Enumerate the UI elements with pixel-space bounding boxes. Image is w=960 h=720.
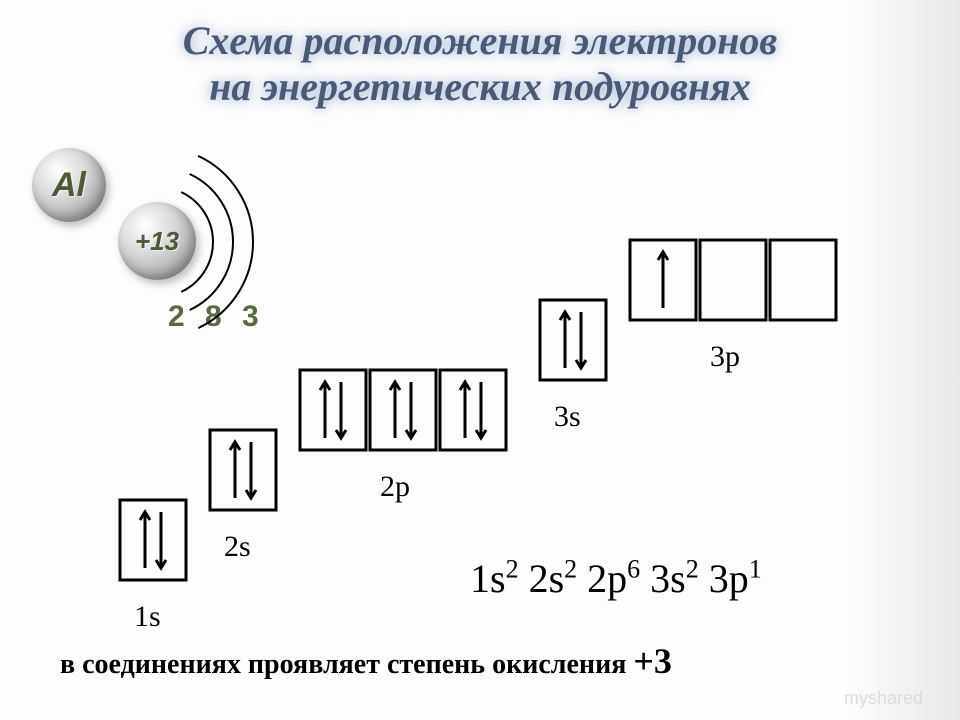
watermark: myshared xyxy=(844,688,923,709)
config-term: 1s2 xyxy=(470,556,519,601)
oxidation-state-note: в соединениях проявляет степень окислени… xyxy=(60,640,672,682)
config-term: 3s2 xyxy=(650,556,699,601)
orbital-label-3p: 3p xyxy=(710,340,740,374)
oxidation-note-prefix: в соединениях проявляет степень окислени… xyxy=(60,649,633,680)
electron-configuration: 1s2 2s2 2p6 3s2 3p1 xyxy=(470,555,762,602)
orbital-label-1s: 1s xyxy=(134,600,161,634)
orbital-label-2p: 2p xyxy=(380,470,410,504)
orbital-label-3s: 3s xyxy=(554,400,581,434)
config-term: 3p1 xyxy=(709,556,762,601)
oxidation-state-value: +3 xyxy=(633,641,672,681)
config-term: 2s2 xyxy=(529,556,578,601)
config-term: 2p6 xyxy=(587,556,640,601)
orbital-label-2s: 2s xyxy=(224,530,251,564)
